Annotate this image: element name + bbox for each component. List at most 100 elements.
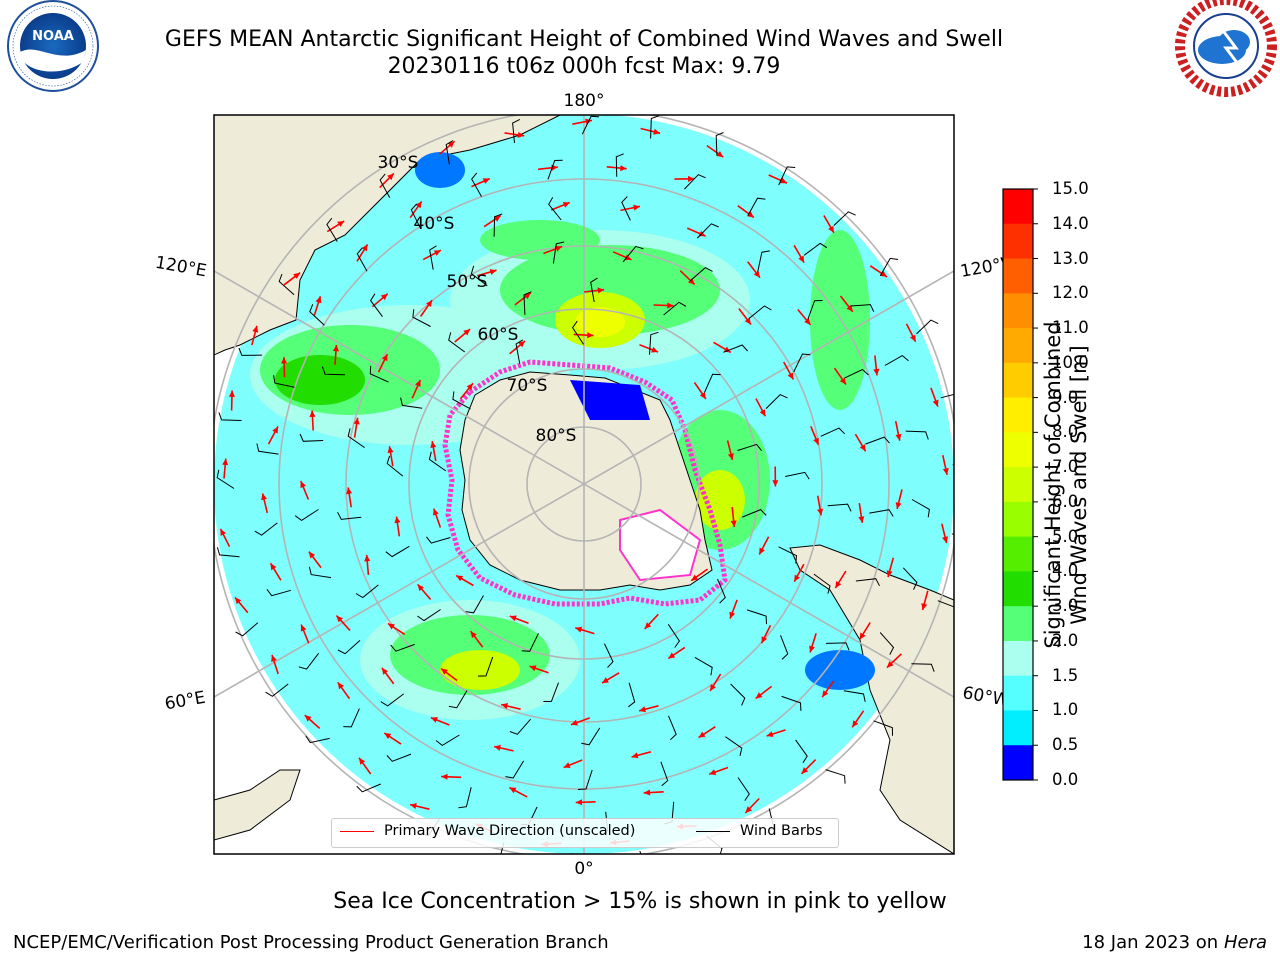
wind-barb — [337, 640, 361, 655]
wind-barb — [781, 695, 802, 711]
colorbar-tick-label: 13.0 — [1052, 248, 1089, 268]
wave-arrow-head — [895, 433, 902, 441]
colorbar-segment — [1003, 745, 1033, 781]
wind-barb — [299, 433, 324, 442]
wave-arrow-head — [727, 453, 734, 460]
wind-barb — [386, 753, 412, 762]
wave-arrow-head — [932, 399, 939, 407]
wind-barb — [380, 693, 404, 707]
colorbar-tick-label: 6.0 — [1052, 491, 1079, 511]
wave-arrow-head — [921, 603, 928, 610]
wave-arrow-head — [644, 622, 652, 629]
wave-arrow-head — [518, 341, 526, 348]
wave-arrow-head — [587, 332, 594, 339]
wave-arrow-head — [494, 744, 501, 751]
wind-barb — [649, 331, 659, 355]
wave-arrow-head — [798, 255, 805, 263]
chart-title: GEFS MEAN Antarctic Significant Height o… — [164, 27, 1004, 52]
wave-arrow-head — [653, 128, 661, 135]
colorbar-tick-label: 7.0 — [1052, 457, 1079, 477]
map-legend: Primary Wave Direction (unscaled) Wind B… — [331, 818, 839, 848]
wave-arrow-head — [817, 508, 824, 516]
wave-arrow-head — [835, 581, 842, 588]
wind-barb — [477, 656, 494, 677]
wave-arrow-head — [780, 177, 787, 184]
wave-arrow-head — [380, 293, 388, 301]
wave-arrow-head — [441, 668, 448, 675]
wave-arrow-head — [281, 357, 288, 364]
wave-arrow-head — [332, 344, 339, 352]
wind-barb — [911, 663, 935, 672]
wind-barb — [509, 718, 531, 735]
wind-barb — [417, 609, 441, 622]
colorbar-label-line2: Wind Waves and Swell [m] — [1067, 345, 1091, 625]
colorbar-tick-label: 1.0 — [1052, 700, 1079, 720]
wind-barb — [778, 166, 796, 186]
wave-arrow-head — [716, 151, 724, 158]
wind-barb — [795, 739, 808, 764]
wave-arrow-head — [470, 631, 477, 639]
lat-label-30s: 30°S — [378, 153, 419, 173]
wind-barb — [581, 115, 600, 135]
wave-arrow-head — [293, 272, 301, 279]
wave-arrow-head — [220, 528, 226, 536]
wave-arrow-head — [822, 690, 829, 698]
wind-barb — [780, 635, 789, 660]
wave-arrow-head — [620, 165, 627, 172]
wind-barb — [911, 499, 930, 518]
wave-arrow-head — [744, 317, 751, 325]
wave-arrow-head — [493, 215, 501, 222]
wind-barb — [717, 578, 726, 604]
wind-barb — [684, 174, 706, 190]
wind-barb — [765, 394, 788, 409]
wave-arrow-head — [430, 441, 437, 448]
wave-arrow-head — [809, 645, 815, 653]
wave-arrow-head — [529, 665, 537, 672]
wind-barb — [737, 777, 750, 801]
colorbar-tick-label: 5.0 — [1052, 526, 1079, 546]
wind-barb — [505, 760, 525, 779]
wave-arrow-head — [852, 720, 859, 728]
wind-barb — [356, 783, 381, 793]
wind-barb — [843, 690, 866, 702]
wave-arrow-head — [602, 677, 609, 684]
wave-arrow-head — [747, 211, 754, 218]
land-africa — [214, 769, 301, 841]
lat-label-40s: 40°S — [414, 214, 455, 234]
legend-barb-label: Wind Barbs — [740, 823, 823, 839]
wind-barb — [746, 609, 767, 625]
wind-barb — [355, 584, 379, 599]
footer-date-text: 18 Jan 2023 on — [1082, 932, 1224, 953]
wind-barb — [704, 373, 721, 393]
wind-barb — [543, 682, 559, 702]
wind-barb — [571, 320, 585, 345]
wave-arrow-head — [509, 615, 517, 622]
wave-arrow-head — [415, 379, 421, 387]
wave-arrow-head — [441, 773, 448, 780]
wave-arrow-head — [886, 661, 894, 668]
wind-barb — [523, 291, 532, 315]
wind-barb — [426, 536, 451, 544]
lat-label-80s: 80°S — [536, 426, 577, 446]
wind-barb — [305, 735, 330, 744]
colorbar-tick-label: 3.0 — [1052, 596, 1079, 616]
wind-barb — [621, 196, 631, 221]
wind-barb — [512, 118, 521, 143]
colorbar-tick-label: 12.0 — [1052, 283, 1089, 303]
wind-barb — [470, 265, 488, 287]
colorbar-segment — [1003, 293, 1033, 329]
wind-barb — [715, 132, 724, 156]
wind-barb — [256, 443, 279, 455]
wind-barb — [400, 397, 423, 409]
wave-arrow-head — [667, 302, 674, 309]
colorbar-segment — [1003, 223, 1033, 260]
wind-barb — [266, 589, 292, 597]
wave-arrow-head — [300, 624, 307, 632]
sea-ice-edge — [442, 359, 728, 607]
wind-barb — [820, 427, 846, 437]
wave-arrow-head — [489, 269, 497, 275]
wind-barb — [603, 643, 614, 668]
lon-label-60e: 60°E — [163, 688, 207, 715]
wave-arrow-head — [315, 296, 322, 304]
wind-barb — [865, 436, 890, 445]
